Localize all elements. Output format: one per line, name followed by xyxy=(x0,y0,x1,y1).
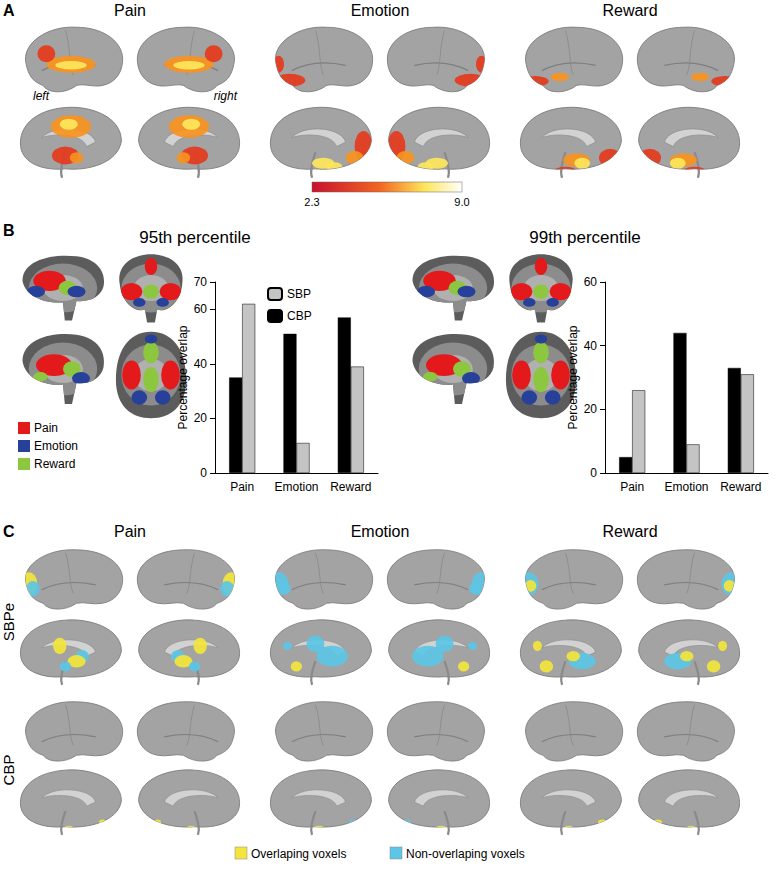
svg-text:9.0: 9.0 xyxy=(454,196,469,208)
svg-text:99th percentile: 99th percentile xyxy=(529,228,641,247)
svg-text:60: 60 xyxy=(194,302,208,316)
svg-text:Emotion: Emotion xyxy=(274,480,318,494)
svg-text:Emotion: Emotion xyxy=(351,2,410,19)
svg-text:Pain: Pain xyxy=(114,2,146,19)
svg-text:Emotion: Emotion xyxy=(664,480,708,494)
svg-text:2.3: 2.3 xyxy=(304,196,319,208)
svg-text:Pain: Pain xyxy=(34,421,58,435)
svg-text:SBP: SBP xyxy=(287,287,311,301)
svg-text:C: C xyxy=(3,523,15,540)
svg-text:Emotion: Emotion xyxy=(34,439,78,453)
svg-text:20: 20 xyxy=(194,411,208,425)
svg-text:Pain: Pain xyxy=(230,480,254,494)
svg-text:Reward: Reward xyxy=(602,523,657,540)
svg-text:95th percentile: 95th percentile xyxy=(139,228,251,247)
svg-text:left: left xyxy=(33,89,50,103)
svg-text:Percentage overlap: Percentage overlap xyxy=(176,325,190,429)
svg-text:40: 40 xyxy=(194,357,208,371)
svg-text:Reward: Reward xyxy=(330,480,371,494)
svg-text:20: 20 xyxy=(584,402,598,416)
svg-text:Overlaping voxels: Overlaping voxels xyxy=(251,847,346,861)
svg-text:Reward: Reward xyxy=(602,2,657,19)
svg-text:CBP: CBP xyxy=(287,309,312,323)
svg-text:SBPe: SBPe xyxy=(0,603,17,641)
svg-text:Pain: Pain xyxy=(620,480,644,494)
svg-text:B: B xyxy=(3,222,15,239)
svg-text:Reward: Reward xyxy=(720,480,761,494)
svg-text:70: 70 xyxy=(194,275,208,289)
svg-text:40: 40 xyxy=(584,339,598,353)
svg-text:A: A xyxy=(3,2,15,19)
svg-text:CBP: CBP xyxy=(0,755,17,786)
svg-text:Reward: Reward xyxy=(34,457,75,471)
svg-text:right: right xyxy=(214,89,238,103)
svg-text:0: 0 xyxy=(200,466,207,480)
svg-text:Non-overlaping voxels: Non-overlaping voxels xyxy=(406,847,525,861)
svg-text:Percentage overlap: Percentage overlap xyxy=(566,325,580,429)
svg-text:Pain: Pain xyxy=(114,523,146,540)
svg-text:0: 0 xyxy=(590,466,597,480)
svg-text:Emotion: Emotion xyxy=(351,523,410,540)
svg-text:60: 60 xyxy=(584,275,598,289)
